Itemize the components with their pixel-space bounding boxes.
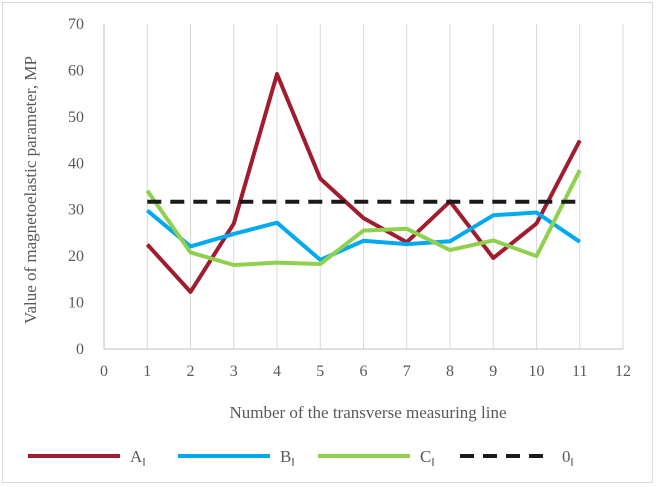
- legend-label-c: C‖: [420, 447, 435, 469]
- y-axis-title: Value of magnetoelastic parameter, MP: [21, 56, 40, 324]
- y-tick-label: 10: [68, 295, 84, 312]
- y-tick-label: 30: [68, 202, 84, 219]
- legend-label-a: A‖: [130, 447, 146, 469]
- y-tick-label: 20: [68, 248, 84, 265]
- series-line-b: [146, 209, 581, 262]
- x-tick-label: 6: [360, 363, 368, 380]
- x-tick-label: 2: [187, 363, 195, 380]
- x-tick-label: 4: [273, 363, 281, 380]
- y-tick-label: 0: [76, 341, 84, 358]
- y-tick-label: 50: [68, 109, 84, 126]
- x-tick-label: 12: [615, 363, 631, 380]
- x-tick-label: 5: [316, 363, 324, 380]
- grid-lines: [146, 24, 624, 349]
- legend: A‖ B‖ C‖ 0‖: [28, 447, 574, 469]
- x-tick-label: 7: [403, 363, 411, 380]
- x-tick-label: 1: [143, 363, 151, 380]
- series-lines: [145, 72, 582, 294]
- axes: [103, 24, 623, 350]
- y-tick-label: 40: [68, 155, 84, 172]
- x-tick-label: 9: [489, 363, 497, 380]
- x-tick-labels: 0 1 2 3 4 5 6 7 8 9 10 11 12: [100, 363, 631, 380]
- x-tick-label: 3: [230, 363, 238, 380]
- x-tick-label: 10: [529, 363, 545, 380]
- y-tick-label: 60: [68, 62, 84, 79]
- x-tick-label: 0: [100, 363, 108, 380]
- x-tick-label: 11: [572, 363, 587, 380]
- y-tick-label: 70: [68, 16, 84, 33]
- legend-label-0: 0‖: [562, 447, 574, 469]
- series-line-c: [145, 169, 582, 267]
- x-axis-title: Number of the transverse measuring line: [229, 403, 506, 422]
- x-tick-label: 8: [446, 363, 454, 380]
- legend-label-b: B‖: [280, 447, 295, 469]
- y-tick-labels: 0 10 20 30 40 50 60 70: [68, 16, 84, 358]
